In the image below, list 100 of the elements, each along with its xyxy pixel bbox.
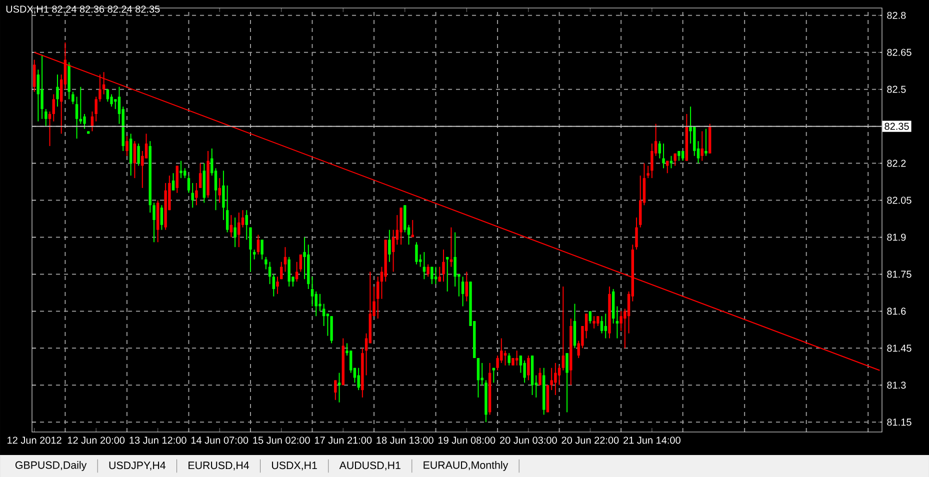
candlestick bbox=[438, 266, 441, 282]
candlestick bbox=[700, 130, 704, 162]
candlestick bbox=[98, 74, 102, 102]
candlestick bbox=[160, 204, 164, 230]
candlestick bbox=[284, 246, 287, 272]
chart-title: USDX,H1 82.24 82.36 82.24 82.35 bbox=[6, 6, 160, 14]
candlestick bbox=[226, 184, 229, 233]
candlestick bbox=[253, 249, 256, 260]
candlestick bbox=[256, 234, 260, 255]
candlestick bbox=[600, 316, 604, 334]
candlestick bbox=[704, 128, 708, 156]
candlestick bbox=[646, 165, 650, 179]
candlestick bbox=[318, 293, 322, 312]
candlestick bbox=[596, 316, 600, 326]
ref-line-label: 82.35 bbox=[884, 122, 909, 130]
y-tick-label: 81.9 bbox=[887, 234, 906, 241]
candlestick bbox=[245, 210, 248, 240]
candlestick bbox=[280, 261, 283, 280]
candlestick bbox=[430, 266, 434, 285]
candlestick bbox=[492, 367, 496, 384]
candlestick bbox=[32, 59, 36, 92]
y-tick-label: 81.6 bbox=[887, 308, 906, 315]
x-tick-label: 15 Jun 02:00 bbox=[253, 436, 310, 444]
candlestick bbox=[588, 310, 592, 324]
y-tick-label: 81.15 bbox=[887, 418, 912, 426]
y-tick-label: 81.75 bbox=[887, 270, 912, 278]
candlestick bbox=[322, 303, 326, 326]
text: AUDUSD,H1 bbox=[339, 462, 400, 470]
candlestick bbox=[56, 74, 59, 108]
text: USDX,H1 bbox=[272, 462, 317, 470]
candlestick bbox=[114, 98, 117, 110]
candlestick bbox=[592, 316, 596, 329]
candlestick bbox=[454, 232, 456, 288]
y-tick-label: 82.5 bbox=[887, 86, 906, 93]
candlestick bbox=[550, 367, 553, 391]
candlestick bbox=[299, 254, 302, 272]
candlestick bbox=[152, 202, 156, 243]
candlestick bbox=[234, 217, 236, 248]
candlestick bbox=[334, 380, 337, 400]
candlestick bbox=[674, 152, 676, 166]
candlestick bbox=[310, 276, 314, 307]
candlestick bbox=[36, 69, 40, 122]
candlestick bbox=[184, 168, 186, 179]
candlestick bbox=[288, 256, 290, 288]
candlestick bbox=[357, 367, 360, 391]
candlestick bbox=[446, 256, 449, 292]
candlestick bbox=[465, 271, 468, 302]
candlestick bbox=[238, 212, 240, 248]
candlestick bbox=[434, 266, 438, 285]
text: EURUSD,H4 bbox=[188, 462, 250, 470]
candlestick bbox=[198, 162, 202, 188]
candlestick bbox=[422, 252, 426, 280]
candlestick bbox=[616, 306, 619, 339]
candlestick bbox=[137, 143, 140, 166]
candlestick bbox=[650, 143, 654, 179]
candlestick bbox=[666, 160, 669, 174]
candlestick bbox=[222, 170, 225, 220]
candlestick bbox=[554, 362, 557, 396]
candlestick bbox=[272, 274, 276, 297]
x-tick-label: 17 Jun 21:00 bbox=[314, 436, 372, 444]
y-tick-label: 82.05 bbox=[887, 196, 912, 204]
y-tick-label: 82.2 bbox=[887, 160, 906, 167]
text: USDJPY,H4 bbox=[109, 462, 166, 470]
y-tick-label: 81.45 bbox=[887, 344, 912, 352]
candlestick bbox=[180, 160, 182, 179]
candlestick bbox=[658, 140, 662, 159]
candlestick bbox=[338, 372, 341, 403]
candlestick bbox=[515, 350, 518, 366]
candlestick bbox=[450, 226, 453, 268]
candlestick bbox=[527, 355, 530, 381]
candlestick bbox=[504, 350, 507, 366]
candlestick bbox=[133, 140, 136, 179]
candlestick bbox=[187, 175, 190, 194]
candlestick bbox=[172, 172, 175, 191]
candlestick bbox=[562, 286, 565, 371]
candlestick bbox=[426, 264, 430, 278]
candlestick bbox=[110, 94, 113, 108]
candlestick bbox=[566, 352, 568, 413]
candlestick bbox=[476, 358, 480, 398]
candlestick bbox=[635, 217, 638, 250]
candlestick bbox=[94, 96, 98, 122]
candlestick bbox=[604, 313, 607, 339]
candlestick bbox=[558, 364, 561, 386]
y-tick-label: 82.8 bbox=[887, 12, 906, 19]
x-tick-label: 18 Jun 13:00 bbox=[376, 436, 434, 444]
candlestick bbox=[314, 290, 318, 317]
candlestick bbox=[303, 236, 306, 280]
x-tick-label: 21 Jun 14:00 bbox=[624, 436, 680, 444]
candlestick bbox=[461, 276, 464, 307]
candlestick bbox=[388, 229, 391, 262]
x-tick-label: 20 Jun 22:00 bbox=[562, 436, 619, 444]
candlestick bbox=[195, 182, 198, 206]
candlestick bbox=[40, 54, 44, 120]
candlestick bbox=[176, 165, 178, 194]
y-tick-label: 82.65 bbox=[887, 48, 912, 56]
candlestick bbox=[44, 108, 48, 127]
candlestick bbox=[126, 136, 128, 156]
text: GBPUSD,Daily bbox=[15, 461, 87, 471]
candlestick bbox=[191, 182, 194, 208]
x-tick-label: 12 Jun 20:00 bbox=[68, 436, 125, 444]
